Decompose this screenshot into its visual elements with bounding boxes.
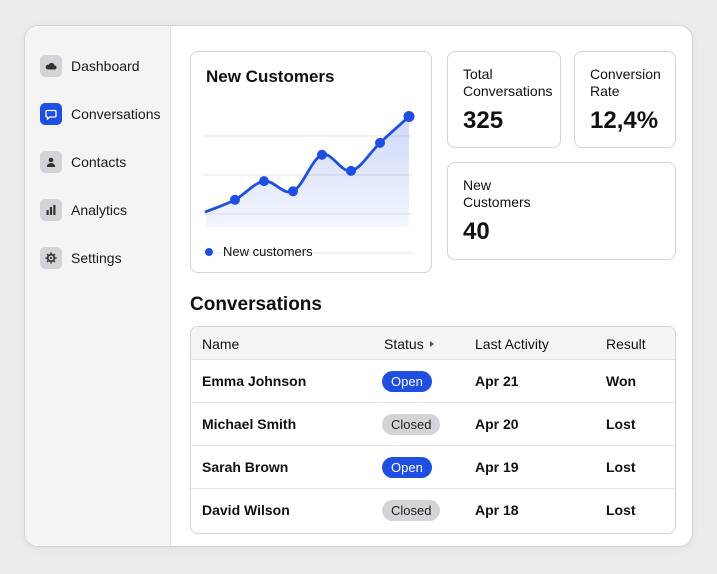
chart-data-point	[230, 194, 240, 205]
stat-value: 325	[463, 107, 504, 134]
chart-data-point	[346, 165, 356, 176]
status-badge: Open	[382, 457, 432, 478]
chart-legend: New customers	[205, 244, 313, 259]
cloud-icon	[40, 55, 62, 77]
status-badge: Open	[382, 371, 432, 392]
total-conversations-card: Total Conversations 325	[447, 51, 561, 148]
column-header-result[interactable]: Result	[606, 336, 646, 352]
row-result: Lost	[606, 459, 636, 475]
sidebar-item-contacts[interactable]: Contacts	[40, 150, 126, 174]
sidebar-item-analytics[interactable]: Analytics	[40, 198, 127, 222]
stat-value: 40	[463, 218, 490, 245]
status-badge: Closed	[382, 500, 441, 521]
legend-label: New customers	[223, 244, 313, 259]
row-result: Lost	[606, 502, 636, 518]
stat-label: Conversion Rate	[590, 66, 661, 99]
row-last-activity: Apr 21	[475, 373, 519, 389]
app-window: Dashboard Conversations Contacts Analyti…	[24, 25, 693, 547]
chart-area-fill	[206, 116, 409, 227]
chart-data-point	[403, 111, 415, 122]
column-header-status[interactable]: Status	[384, 336, 434, 352]
row-last-activity: Apr 19	[475, 459, 519, 475]
stat-label: Total Conversations	[463, 66, 553, 99]
new-customers-chart	[203, 111, 415, 254]
row-name: David Wilson	[202, 502, 290, 518]
table-row[interactable]: Sarah Brown Open Apr 19 Lost	[191, 446, 675, 489]
row-result: Won	[606, 373, 637, 389]
sidebar-item-settings[interactable]: Settings	[40, 246, 122, 270]
stat-label: New Customers	[463, 177, 531, 210]
row-name: Sarah Brown	[202, 459, 289, 475]
sidebar-item-label: Analytics	[71, 202, 128, 218]
conversations-table: Name Status Last Activity Result Emma Jo…	[190, 326, 676, 534]
stat-value: 12,4%	[590, 107, 659, 134]
conversations-section-title: Conversations	[190, 294, 322, 315]
sort-caret-icon	[429, 341, 434, 347]
table-row[interactable]: David Wilson Closed Apr 18 Lost	[191, 489, 675, 532]
legend-dot	[205, 247, 213, 256]
sidebar-item-label: Dashboard	[71, 58, 140, 74]
chart-data-point	[375, 137, 385, 148]
table-row[interactable]: Michael Smith Closed Apr 20 Lost	[191, 403, 675, 446]
chart-data-point	[288, 186, 298, 197]
table-header: Name Status Last Activity Result	[191, 327, 675, 360]
sidebar-item-dashboard[interactable]: Dashboard	[40, 54, 140, 78]
table-row[interactable]: Emma Johnson Open Apr 21 Won	[191, 360, 675, 403]
sidebar-item-label: Conversations	[71, 106, 161, 122]
column-header-label: Status	[384, 336, 424, 352]
row-name: Michael Smith	[202, 416, 297, 432]
gear-icon	[40, 247, 62, 269]
new-customers-stat-card: New Customers 40	[447, 162, 676, 260]
status-badge: Closed	[382, 414, 441, 435]
row-last-activity: Apr 20	[475, 416, 519, 432]
row-last-activity: Apr 18	[475, 502, 519, 518]
bar-chart-icon	[40, 199, 62, 221]
person-icon	[40, 151, 62, 173]
sidebar-item-conversations[interactable]: Conversations	[40, 102, 161, 126]
new-customers-chart-card: New Customers New customers	[190, 51, 432, 273]
sidebar: Dashboard Conversations Contacts Analyti…	[25, 26, 171, 546]
chart-data-point	[317, 149, 327, 160]
row-result: Lost	[606, 416, 636, 432]
conversion-rate-card: Conversion Rate 12,4%	[574, 51, 676, 148]
sidebar-item-label: Settings	[71, 250, 122, 266]
chart-data-point	[259, 176, 269, 187]
column-header-name[interactable]: Name	[202, 336, 240, 352]
row-name: Emma Johnson	[202, 373, 307, 389]
column-header-last-activity[interactable]: Last Activity	[475, 336, 549, 352]
chart-title: New Customers	[206, 67, 335, 86]
chat-bubble-icon	[40, 103, 62, 125]
sidebar-item-label: Contacts	[71, 154, 127, 170]
